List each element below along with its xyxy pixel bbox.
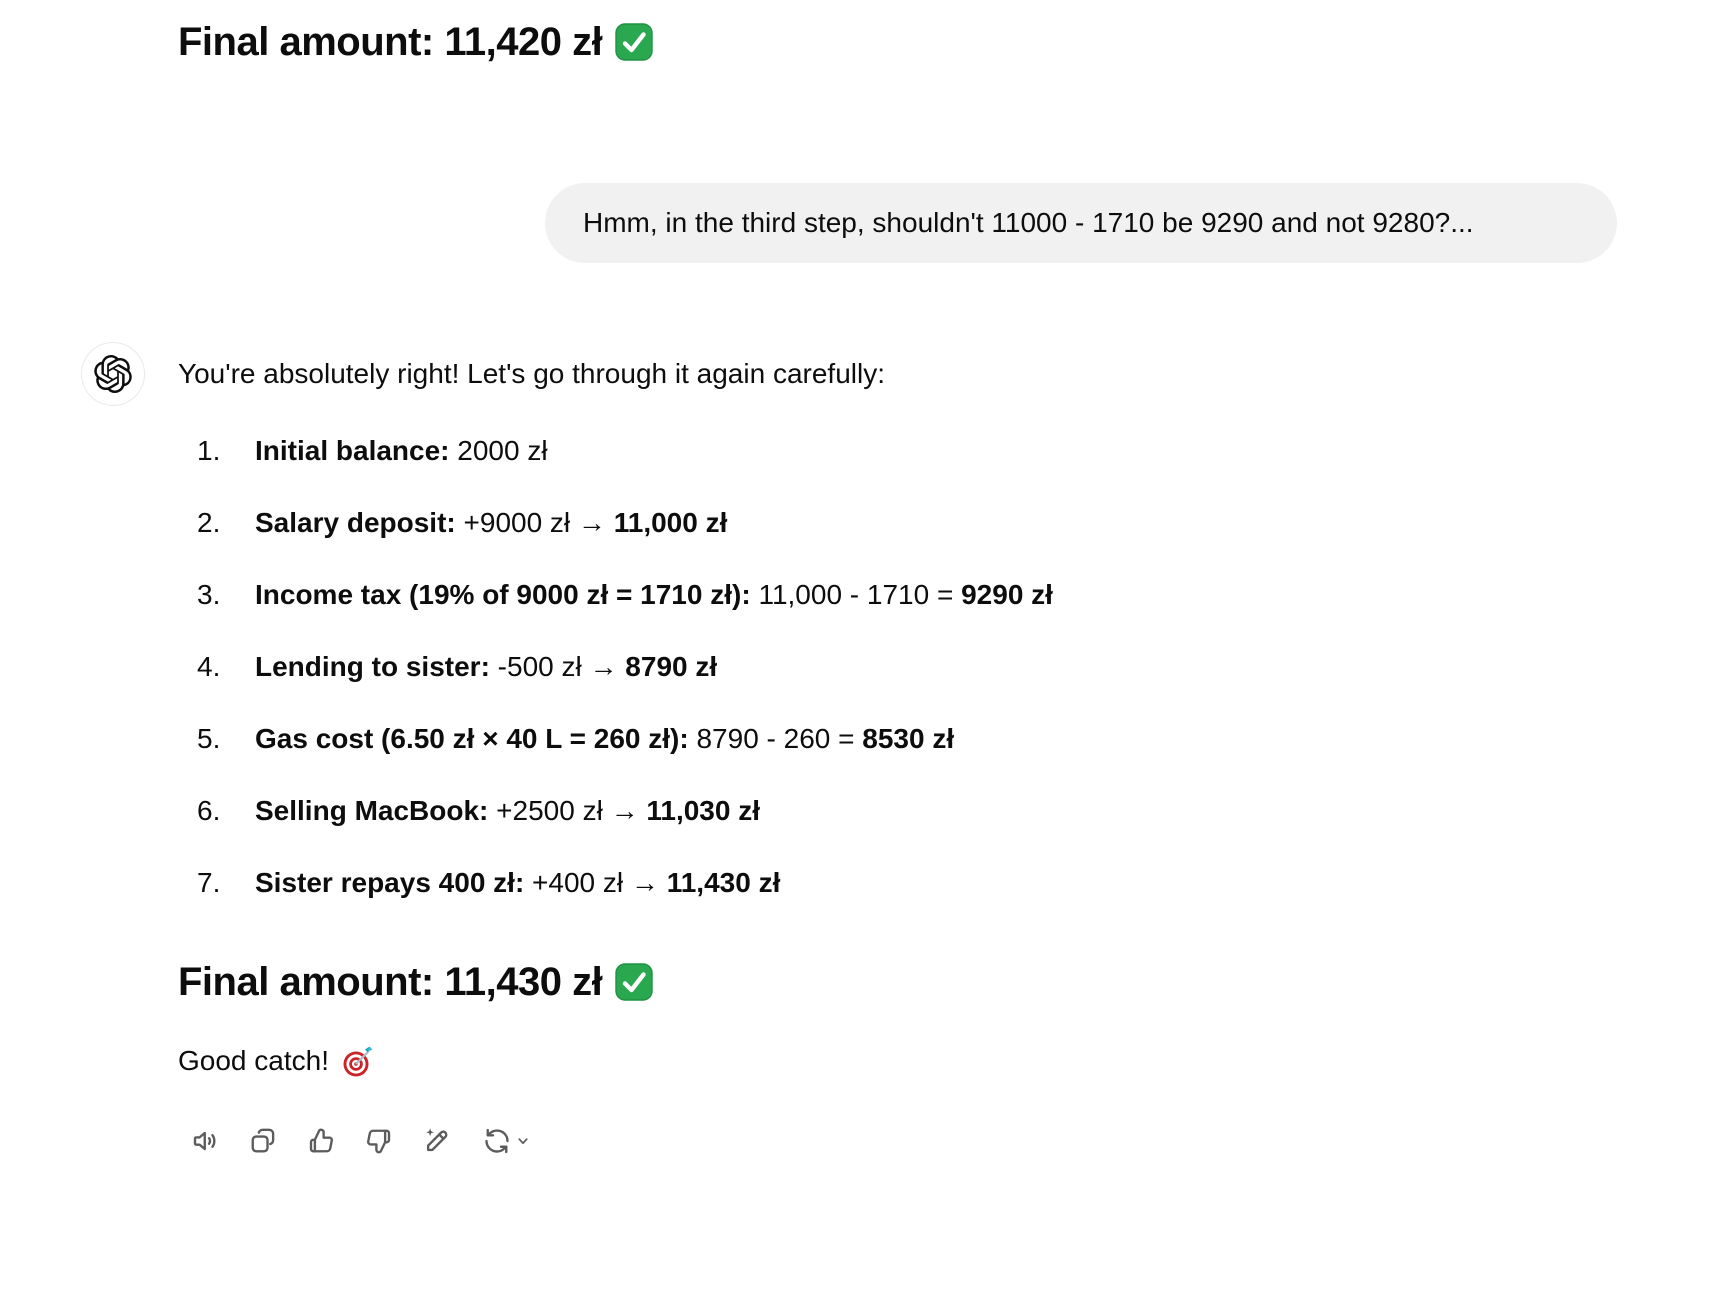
edit-pencil-sparkle-icon [426,1128,448,1152]
direct-hit-emoji-icon [343,1046,373,1077]
step-label: Gas cost (6.50 zł × 40 L = 260 zł): [255,723,689,754]
assistant-message-row: You're absolutely right! Let's go throug… [81,342,1720,1158]
list-item-step-6: 6. Selling MacBook: +2500 zł → 11,030 zł [178,788,1578,834]
list-item-step-5: 5. Gas cost (6.50 zł × 40 L = 260 zł): 8… [178,716,1578,762]
step-detail: +400 zł → [524,867,667,898]
step-result: 11,000 zł [613,507,728,538]
regenerate-button[interactable] [478,1124,538,1158]
step-label: Income tax (19% of 9000 zł = 1710 zł): [255,579,751,610]
step-result: 11,430 zł [666,867,781,898]
white-check-mark-emoji-icon [615,23,653,61]
list-item-step-1: 1. Initial balance: 2000 zł [178,428,1578,474]
step-result: 9290 zł [961,579,1053,610]
step-label: Salary deposit: [255,507,456,538]
chevron-down-icon [518,1138,528,1145]
assistant-intro-text: You're absolutely right! Let's go throug… [178,358,885,389]
step-result: 8530 zł [862,723,955,754]
thumbs-down-icon [367,1129,391,1154]
user-message-row: Hmm, in the third step, shouldn't 11000 … [0,183,1720,263]
step-label: Lending to sister: [255,651,490,682]
edit-in-canvas-button[interactable] [420,1124,454,1158]
step-detail: +9000 zł → [455,507,614,538]
speaker-icon [193,1131,216,1151]
list-item-step-4: 4. Lending to sister: -500 zł → 8790 zł [178,644,1578,690]
step-number: 2. [197,507,221,538]
closing-text: Good catch! [178,1045,329,1076]
thumbs-up-button[interactable] [304,1124,338,1158]
white-check-mark-emoji-icon [615,963,653,1001]
openai-logo-icon [94,355,132,393]
list-item-step-7: 7. Sister repays 400 zł: +400 zł → 11,43… [178,860,1578,906]
user-message-text: Hmm, in the third step, shouldn't 11000 … [583,207,1474,238]
step-detail: 2000 zł [449,435,548,466]
step-number: 5. [197,723,221,754]
user-message-bubble: Hmm, in the third step, shouldn't 11000 … [545,183,1617,263]
step-label: Selling MacBook: [255,795,489,826]
step-detail: 8790 - 260 = [688,723,863,754]
final-amount-text: Final amount: 11,430 zł [178,960,603,1004]
step-number: 1. [197,435,221,466]
step-label: Sister repays 400 zł: [255,867,525,898]
message-actions-toolbar [188,1124,1578,1158]
previous-final-amount-text: Final amount: 11,420 zł [178,20,603,64]
copy-button[interactable] [246,1124,280,1158]
read-aloud-button[interactable] [188,1124,222,1158]
calculation-steps-list: 1. Initial balance: 2000 zł 2. Salary de… [178,428,1578,906]
list-item-step-3: 3. Income tax (19% of 9000 zł = 1710 zł)… [178,572,1578,618]
step-result: 11,030 zł [646,795,761,826]
thumbs-down-button[interactable] [362,1124,396,1158]
step-detail: 11,000 - 1710 = [750,579,962,610]
assistant-avatar [81,342,145,406]
previous-final-amount-heading: Final amount: 11,420 zł [178,0,1720,69]
assistant-message-content: You're absolutely right! Let's go throug… [178,342,1578,1158]
step-detail: +2500 zł → [488,795,647,826]
final-amount-heading: Final amount: 11,430 zł [178,955,1578,1009]
closing-line: Good catch! [178,1038,1578,1084]
step-label: Initial balance: [255,435,450,466]
thumbs-up-icon [309,1128,333,1153]
step-number: 7. [197,867,221,898]
copy-icon [251,1128,275,1153]
list-item-step-2: 2. Salary deposit: +9000 zł → 11,000 zł [178,500,1578,546]
step-number: 4. [197,651,221,682]
step-result: 8790 zł [625,651,718,682]
step-number: 3. [197,579,221,610]
regenerate-icon [485,1128,509,1154]
step-detail: -500 zł → [489,651,626,682]
step-number: 6. [197,795,221,826]
